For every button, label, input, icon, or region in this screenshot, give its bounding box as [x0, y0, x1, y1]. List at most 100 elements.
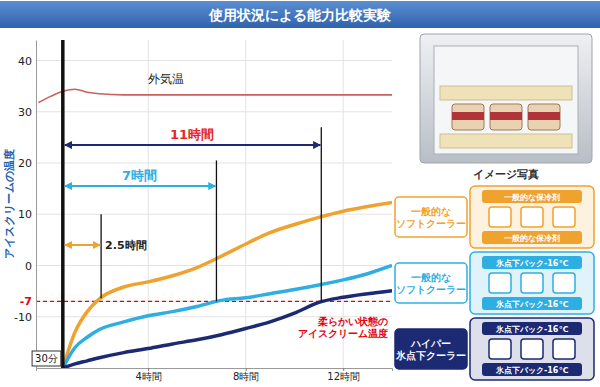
legend-pack: [482, 231, 582, 244]
legend-item: 氷点下パック-16℃ 氷点下パック-16℃ 一般的なソフトクーラー: [395, 252, 594, 314]
series-line: [63, 202, 392, 368]
chart-title: 使用状況による能力比較実験: [208, 7, 392, 23]
reference-label: アイスクリーム温度: [298, 328, 388, 339]
legend-panel: [470, 252, 594, 314]
series-label: 外気温: [148, 72, 184, 86]
photo: [420, 34, 592, 163]
legend-pack-label: 氷点下パック-16℃: [495, 259, 568, 268]
legend-label: 一般的なソフトクーラー: [396, 272, 466, 295]
series-line: [63, 291, 392, 368]
y-tick-label: 30: [18, 106, 32, 119]
photo-pack-bottom: [440, 134, 572, 148]
x-tick-label: 12時間: [327, 371, 360, 382]
legend-item: 氷点下パック-16℃ 氷点下パック-16℃ ハイパー氷点下クーラー: [395, 318, 594, 380]
y-tick: 40: [18, 55, 36, 68]
y-tick-label: 20: [18, 157, 32, 170]
legend-cup: [521, 273, 543, 293]
start-label: 30分: [35, 353, 58, 364]
y-tick: -7: [20, 295, 36, 308]
legend-pack-label: 氷点下パック-16℃: [495, 300, 568, 309]
legend-pack: [482, 297, 582, 310]
photo-cooler: [434, 46, 578, 154]
x-grid-line: [148, 40, 149, 368]
x-tick-label: 4時間: [135, 371, 161, 382]
photo-pack-top: [440, 86, 572, 100]
x-tick: 8時間: [233, 368, 259, 382]
y-grid-line: [36, 60, 392, 61]
legend-tab: [395, 263, 467, 303]
annotation-label: 7時間: [122, 168, 157, 183]
legend-cup: [553, 207, 575, 227]
y-axis: 40 30 20 10 0 -7 -10: [14, 41, 36, 369]
legend-label: ハイパー氷点下クーラー: [395, 338, 466, 361]
annotation-arrow: [65, 185, 216, 187]
y-tick: 0: [25, 260, 36, 273]
legend-pack-label: 氷点下パック-16℃: [495, 366, 568, 375]
x-grid-line: [245, 40, 246, 368]
annotation-marker-line: [100, 214, 101, 298]
y-grid-line: [36, 111, 392, 112]
y-tick-label: -7: [20, 295, 32, 308]
reference-label: 柔らかい状態の: [317, 316, 388, 327]
annotation-label: 11時間: [170, 127, 214, 142]
annotation-arrow: [65, 144, 320, 146]
legend-pack: [482, 363, 582, 376]
start-line: [61, 40, 65, 368]
series-line: [38, 89, 392, 102]
y-grid-line: [36, 265, 392, 266]
annotation-arrow: [65, 244, 100, 246]
annotation-marker-line: [321, 127, 322, 301]
photo-cup-band: [528, 112, 560, 120]
y-tick: 10: [18, 208, 36, 221]
legend-tab: [395, 197, 467, 237]
y-tick: -10: [14, 311, 36, 324]
x-axis: 4時間 8時間 12時間: [37, 368, 393, 382]
legend-tab: [395, 329, 467, 369]
series-line: [63, 266, 392, 369]
legend-panel: [470, 186, 594, 248]
legend-label: 一般的なソフトクーラー: [396, 206, 466, 229]
annotations: 11時間 7時間 2.5時間: [65, 127, 321, 301]
series-group: [38, 89, 392, 368]
photo-caption: イメージ写真: [473, 168, 539, 181]
photo-cup: [452, 104, 484, 130]
y-tick-label: 10: [18, 208, 32, 221]
x-tick: 12時間: [327, 368, 360, 382]
legend-pack-label: 氷点下パック-16℃: [495, 325, 568, 334]
photo-cup: [490, 104, 522, 130]
legend-pack: [482, 190, 582, 203]
x-tick: 4時間: [135, 368, 161, 382]
y-grid-line: [36, 163, 392, 164]
legend-item: 一般的な保冷剤一般的な保冷剤一般的なソフトクーラー: [395, 186, 594, 248]
x-tick-label: 8時間: [233, 371, 259, 382]
y-axis-title: アイスクリームの温度: [3, 149, 16, 259]
title-banner: [0, 1, 600, 28]
legend-pack: [482, 322, 582, 335]
photo-cup-band: [490, 112, 522, 120]
legend-pack: [482, 256, 582, 269]
y-tick-label: 40: [18, 55, 32, 68]
start-label-box: [32, 351, 61, 366]
grid: [36, 40, 392, 368]
photo-cup: [528, 104, 560, 130]
photo-cup-band: [452, 112, 484, 120]
legend-cup: [521, 339, 543, 359]
annotation-label: 2.5時間: [105, 239, 147, 252]
y-tick-label: -10: [14, 311, 32, 324]
legend-panel: [470, 318, 594, 380]
legend-pack-label: 一般的な保冷剤: [504, 192, 560, 202]
legend-pack-label: 一般的な保冷剤: [504, 233, 560, 243]
photo-frame: [420, 34, 592, 163]
y-tick: 20: [18, 157, 36, 170]
y-tick: 30: [18, 106, 36, 119]
annotation-marker-line: [216, 160, 217, 301]
y-axis-line: [36, 41, 37, 369]
start-label-group: 30分: [32, 351, 61, 366]
y-tick-label: 0: [25, 260, 32, 273]
legend-cup: [489, 207, 511, 227]
legend-cup: [553, 273, 575, 293]
legend-cup: [489, 273, 511, 293]
legend-cup: [521, 207, 543, 227]
legend-cup: [553, 339, 575, 359]
legend-cup: [489, 339, 511, 359]
